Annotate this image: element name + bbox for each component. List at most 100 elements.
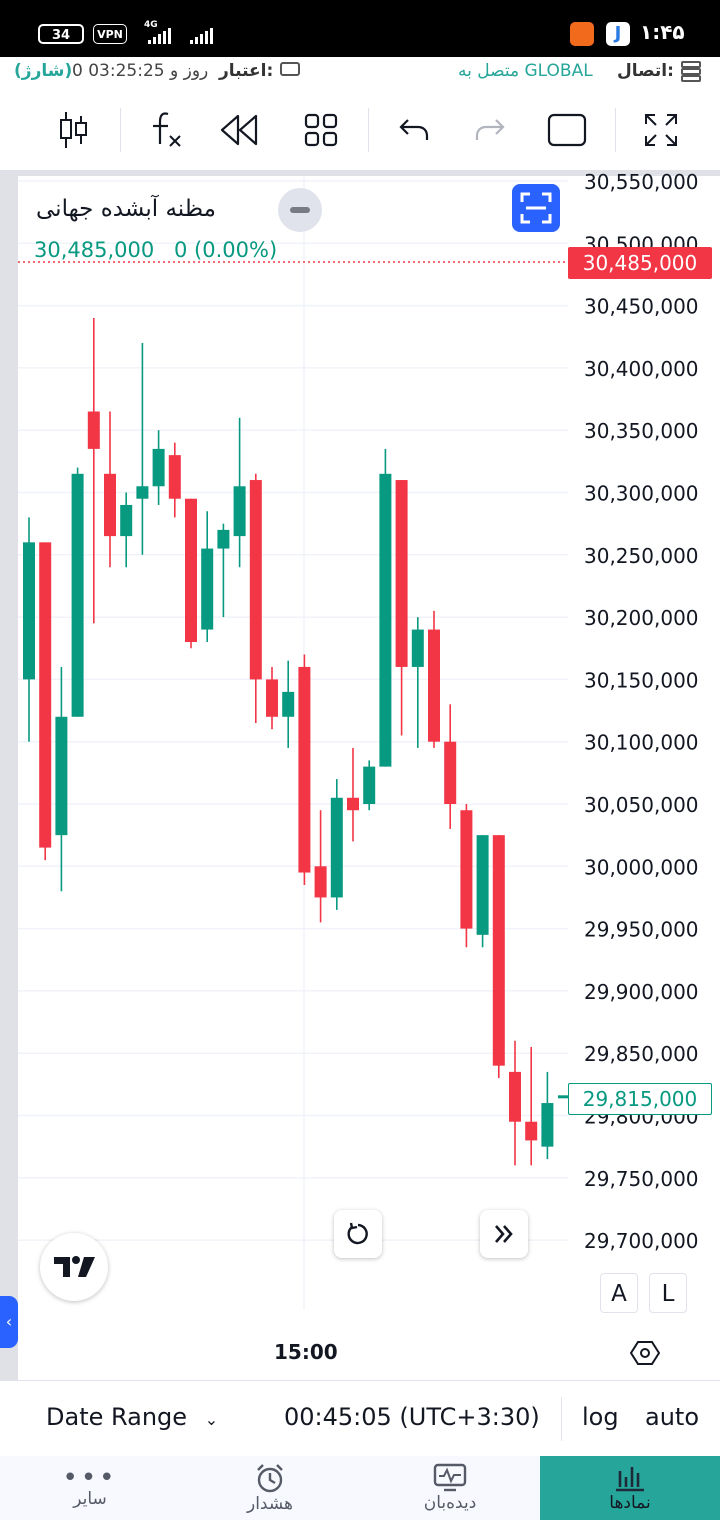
candle-body[interactable]: [39, 542, 52, 848]
lock-scale-button[interactable]: L: [649, 1273, 687, 1313]
date-range-label: Date Range: [46, 1403, 188, 1431]
connection-label: اتصال:: [617, 61, 674, 81]
candle-body[interactable]: [460, 810, 473, 929]
price-axis-label: 30,400,000: [584, 357, 699, 381]
undo-icon: [399, 119, 429, 140]
legend-change: 0 (0.00%): [174, 238, 278, 262]
candle-body[interactable]: [249, 480, 262, 680]
clock: ۱:۴۵: [640, 20, 685, 44]
focus-frame-icon: [520, 192, 552, 224]
candle-body[interactable]: [55, 716, 68, 836]
current-price-tag: 29,815,000: [568, 1083, 712, 1115]
candle-body[interactable]: [330, 797, 343, 898]
price-axis-label: 30,150,000: [584, 668, 699, 692]
nav-symbols[interactable]: نمادها: [540, 1456, 720, 1520]
auto-scale-button[interactable]: A: [600, 1273, 638, 1313]
screenshot-button[interactable]: [512, 184, 560, 232]
alarm-clock-icon: [257, 1464, 283, 1493]
reset-chart-button[interactable]: [334, 1210, 382, 1258]
candle-body[interactable]: [509, 1071, 521, 1122]
nav-watchlist[interactable]: دیده‌بان: [360, 1456, 540, 1520]
app-notification-icon: [570, 22, 594, 46]
price-axis-label: 29,750,000: [584, 1167, 699, 1191]
candle-body[interactable]: [217, 529, 230, 549]
more-dots-icon: •••: [62, 1463, 118, 1493]
chart-settings-button[interactable]: [629, 1338, 661, 1368]
price-axis-label: 30,300,000: [584, 482, 699, 506]
candlestick-chart[interactable]: 30,550,00030,500,00030,450,00030,400,000…: [0, 0, 720, 1380]
chevron-down-icon: ⌄: [204, 1410, 219, 1429]
price-axis-label: 30,200,000: [584, 606, 699, 630]
candle-body[interactable]: [168, 455, 181, 499]
collapse-legend-button[interactable]: [278, 188, 322, 232]
price-axis-label: 29,700,000: [584, 1229, 699, 1253]
candle-body[interactable]: [476, 835, 489, 935]
candle-body[interactable]: [201, 548, 214, 630]
chart-type-button[interactable]: [44, 100, 104, 160]
candle-body[interactable]: [541, 1103, 554, 1147]
tradingview-logo[interactable]: [40, 1233, 108, 1301]
signal-icon-secondary: [190, 28, 220, 44]
price-axis-label: 29,850,000: [584, 1042, 699, 1066]
candle-body[interactable]: [298, 666, 311, 873]
price-axis-label: 30,100,000: [584, 731, 699, 755]
credit-value: 0 روز و 03:25:25: [72, 61, 209, 81]
candle-body[interactable]: [363, 766, 376, 804]
card-icon: [280, 62, 300, 76]
candle-body[interactable]: [87, 411, 100, 449]
settings-hex-icon: [629, 1341, 661, 1365]
candle-body[interactable]: [525, 1121, 538, 1141]
candle-body[interactable]: [428, 629, 440, 742]
rectangle-icon: [547, 113, 587, 147]
undo-button[interactable]: [384, 100, 444, 160]
price-axis-label: 30,000,000: [584, 855, 699, 879]
candle-body[interactable]: [282, 691, 295, 717]
log-scale-toggle[interactable]: log: [582, 1403, 619, 1431]
candle-body[interactable]: [314, 866, 327, 898]
candle-body[interactable]: [266, 679, 278, 717]
candle-body[interactable]: [104, 473, 116, 537]
redo-button[interactable]: [460, 100, 520, 160]
candles-icon: [60, 112, 87, 148]
date-range-selector[interactable]: Date Range ⌄: [46, 1403, 218, 1431]
candle-body[interactable]: [120, 504, 133, 537]
nav-alerts[interactable]: هشدار: [180, 1456, 360, 1520]
indicators-button[interactable]: [136, 100, 196, 160]
candle-body[interactable]: [492, 835, 505, 1066]
reset-icon: [347, 1222, 368, 1245]
timezone-clock[interactable]: 00:45:05 (UTC+3:30): [284, 1403, 540, 1431]
time-axis-label: 15:00: [274, 1340, 338, 1364]
price-axis-label: 30,050,000: [584, 793, 699, 817]
battery-level: 34: [51, 28, 71, 43]
recharge-link[interactable]: (شارژ): [14, 61, 73, 81]
nav-more[interactable]: ••• سایر: [0, 1456, 180, 1520]
price-axis-label: 30,250,000: [584, 544, 699, 568]
nav-more-label: سایر: [73, 1489, 107, 1509]
candle-body[interactable]: [395, 480, 408, 667]
layout-button[interactable]: [291, 100, 351, 160]
replay-button[interactable]: [209, 100, 269, 160]
candle-body[interactable]: [23, 542, 35, 680]
candle-body[interactable]: [347, 797, 359, 811]
last-price-tag: 30,485,000: [568, 247, 712, 279]
candle-body[interactable]: [444, 741, 457, 804]
candle-body[interactable]: [185, 498, 197, 643]
side-panel-toggle[interactable]: ‹: [0, 1296, 18, 1348]
candle-body[interactable]: [233, 486, 246, 537]
candle-body[interactable]: [136, 486, 149, 499]
candle-body[interactable]: [71, 473, 84, 717]
auto-scale-toggle[interactable]: auto: [645, 1403, 700, 1431]
scroll-to-realtime-button[interactable]: [480, 1210, 528, 1258]
connection-value: متصل به GLOBAL: [458, 61, 593, 81]
candle-body[interactable]: [411, 629, 424, 667]
battery-indicator: 34: [38, 24, 84, 44]
candle-body[interactable]: [379, 473, 392, 767]
drawing-button[interactable]: [537, 100, 597, 160]
candle-body[interactable]: [152, 448, 165, 487]
fullscreen-button[interactable]: [631, 100, 691, 160]
price-axis-label: 29,900,000: [584, 980, 699, 1004]
nav-alerts-label: هشدار: [247, 1494, 293, 1514]
bottom-navigation: ••• سایر هشدار دیده‌بان نمادها: [0, 1456, 720, 1520]
nav-symbols-label: نمادها: [609, 1493, 651, 1513]
chart-toolbar: [0, 90, 720, 170]
